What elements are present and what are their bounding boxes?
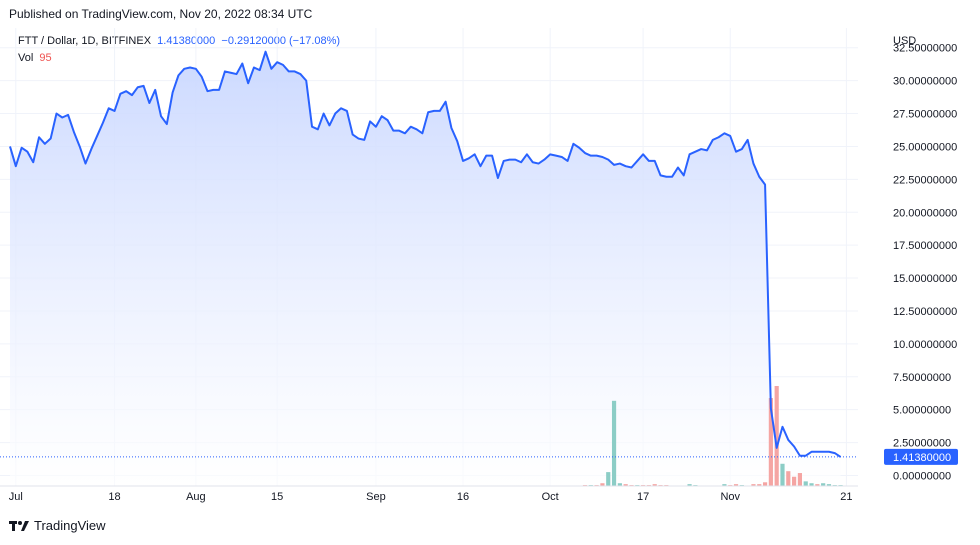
- y-tick-label: 20.00000000: [893, 207, 957, 219]
- volume-bar: [803, 481, 808, 486]
- volume-bar: [792, 476, 797, 486]
- x-tick-label: 21: [840, 491, 852, 503]
- tradingview-brand: TradingView: [9, 518, 106, 533]
- volume-bar: [762, 482, 768, 486]
- last-price-badge: 1.41380000: [884, 448, 958, 465]
- x-tick-label: Sep: [366, 491, 386, 503]
- volume-bar: [780, 463, 785, 486]
- x-tick-label: Jul: [9, 491, 23, 503]
- volume-bar: [623, 484, 628, 486]
- y-tick-label: 25.00000000: [893, 141, 957, 153]
- y-axis-unit: USD: [893, 35, 916, 47]
- x-tick-label: 17: [637, 491, 649, 503]
- volume-bar: [600, 483, 605, 486]
- price-area: [10, 51, 841, 486]
- last-price-badge-text: 1.41380000: [893, 452, 951, 464]
- y-tick-label: 5.00000000: [893, 405, 951, 417]
- legend-last-value: 1.41380000: [157, 35, 216, 47]
- x-tick-label: Oct: [542, 491, 559, 503]
- volume-bar: [617, 483, 622, 486]
- volume-bar: [815, 484, 820, 486]
- y-tick-label: 2.50000000: [893, 438, 951, 450]
- plot-area: [0, 50, 858, 486]
- volume-bar: [611, 400, 617, 486]
- volume-bar: [722, 484, 727, 486]
- volume-bar: [751, 484, 756, 486]
- volume-bar: [652, 484, 657, 486]
- volume-bar: [821, 483, 826, 486]
- volume-bar: [768, 398, 773, 486]
- y-tick-label: 27.50000000: [893, 109, 957, 121]
- legend-symbol: FTT / Dollar, 1D, BITFINEX: [18, 35, 152, 47]
- y-tick-label: 32.50000000: [893, 43, 957, 55]
- y-tick-label: 0.00000000: [893, 470, 951, 482]
- axes: USD 0.00000000 2.50000000 5.00000000 7.50000…: [0, 35, 958, 503]
- y-tick-label: 22.50000000: [893, 174, 957, 186]
- published-caption: Published on TradingView.com, Nov 20, 20…: [9, 7, 313, 21]
- last-price-badge-bg: [884, 448, 958, 465]
- volume-bar: [774, 386, 779, 486]
- legend-row-main: FTT / Dollar, 1D, BITFINEX 1.41380000 −0…: [18, 33, 340, 50]
- legend-vol-value: 95: [39, 52, 52, 64]
- price-line: [9, 50, 842, 458]
- volume-bar: [826, 484, 832, 486]
- volume-bar: [687, 484, 692, 486]
- tradingview-logo-icon: [9, 520, 29, 531]
- volume-bar: [733, 484, 739, 486]
- y-tick-label: 30.00000000: [893, 76, 957, 88]
- legend-vol-label: Vol: [18, 52, 34, 64]
- x-tick-label: 16: [457, 491, 469, 503]
- volume-bar: [797, 473, 803, 486]
- volume-bar: [606, 472, 611, 486]
- chart-legend: FTT / Dollar, 1D, BITFINEX 1.41380000 −0…: [18, 33, 340, 67]
- x-tick-label: Nov: [720, 491, 740, 503]
- volume-bar: [786, 471, 791, 486]
- legend-row-volume: Vol 95: [18, 50, 340, 67]
- brand-name: TradingView: [34, 518, 106, 533]
- volume-bar: [809, 483, 814, 486]
- y-tick-label: 7.50000000: [893, 372, 951, 384]
- y-tick-label: 17.50000000: [893, 240, 957, 252]
- y-tick-label: 15.00000000: [893, 273, 957, 285]
- x-tick-label: 15: [271, 491, 283, 503]
- y-tick-label: 12.50000000: [893, 306, 957, 318]
- volume-bar: [757, 484, 762, 486]
- legend-change: −0.29120000 (−17.08%): [221, 35, 341, 47]
- x-tick-label: 18: [108, 491, 120, 503]
- y-tick-label: 10.00000000: [893, 339, 957, 351]
- x-tick-label: Aug: [186, 491, 206, 503]
